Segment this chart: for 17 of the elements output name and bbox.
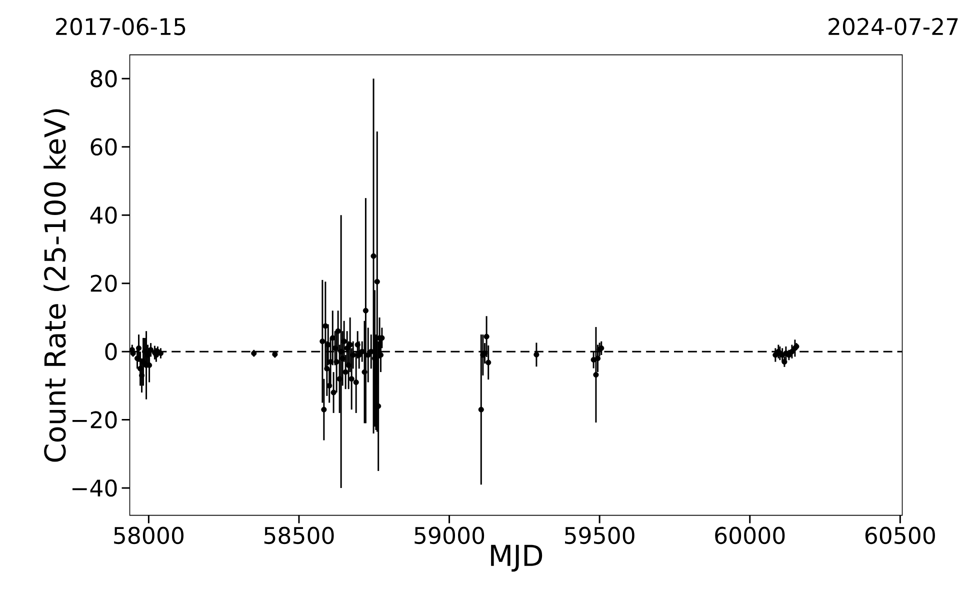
y-tick-label: 40: [90, 206, 117, 224]
y-tick-label: −20: [72, 411, 117, 428]
y-tick-label: 80: [90, 70, 117, 88]
text: 2017-06-15: [56, 18, 186, 36]
x-tick-label: 60000: [715, 526, 785, 544]
x-tick-label: 58500: [264, 526, 334, 544]
x-tick-label: 58000: [114, 526, 184, 544]
x-axis-title: MJD: [491, 544, 542, 572]
x-tick-label: 59500: [565, 526, 634, 544]
x-tick-label: 59000: [414, 526, 484, 544]
y-tick-label: 60: [90, 138, 117, 156]
x-tick-label: 60500: [865, 526, 935, 544]
y-axis-title: Count Rate (25-100 keV): [44, 109, 70, 462]
y-tick-label: 20: [90, 274, 117, 292]
y-tick-label: −40: [72, 479, 117, 497]
text: 2024-07-27: [828, 18, 958, 36]
y-tick-label: 0: [105, 342, 117, 360]
